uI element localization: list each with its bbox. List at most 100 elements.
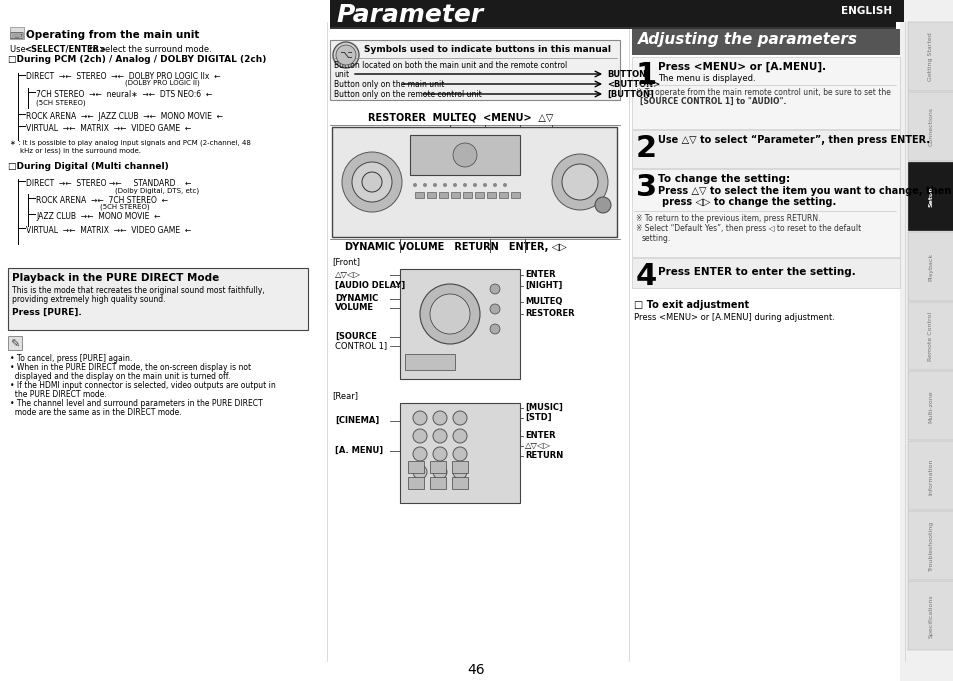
Bar xyxy=(907,371,953,441)
Text: Button only on the remote control unit: Button only on the remote control unit xyxy=(334,90,481,99)
Text: ENTER: ENTER xyxy=(524,270,555,279)
Text: The menu is displayed.: The menu is displayed. xyxy=(658,74,755,83)
Text: Use △▽ to select “Parameter”, then press ENTER.: Use △▽ to select “Parameter”, then press… xyxy=(658,135,929,145)
Text: Button only on the main unit: Button only on the main unit xyxy=(334,80,444,89)
Bar xyxy=(399,269,519,379)
Bar xyxy=(430,477,446,489)
Circle shape xyxy=(433,183,436,187)
Text: Information: Information xyxy=(927,458,933,494)
Text: Parameter: Parameter xyxy=(335,3,483,27)
Text: Use: Use xyxy=(10,45,29,54)
Circle shape xyxy=(490,324,499,334)
Text: [SOURCE: [SOURCE xyxy=(335,332,376,341)
Text: Troubleshooting: Troubleshooting xyxy=(927,521,933,571)
Bar xyxy=(907,441,953,510)
Text: □During Digital (Multi channel): □During Digital (Multi channel) xyxy=(8,162,169,171)
Circle shape xyxy=(561,164,598,200)
Circle shape xyxy=(482,183,486,187)
Text: 3: 3 xyxy=(636,173,657,202)
Text: RESTORER: RESTORER xyxy=(524,309,574,318)
Text: displayed and the display on the main unit is turned off.: displayed and the display on the main un… xyxy=(10,372,230,381)
Circle shape xyxy=(413,447,427,461)
Text: MULTEQ: MULTEQ xyxy=(524,297,561,306)
Circle shape xyxy=(490,304,499,314)
Bar xyxy=(408,461,423,473)
Circle shape xyxy=(335,45,355,65)
Text: ENTER: ENTER xyxy=(524,431,555,440)
Text: ※ Select “Default Yes”, then press ◁ to reset to the default: ※ Select “Default Yes”, then press ◁ to … xyxy=(636,224,861,233)
Text: [CINEMA]: [CINEMA] xyxy=(335,416,379,425)
Text: RETURN: RETURN xyxy=(524,451,562,460)
Text: VOLUME: VOLUME xyxy=(335,303,374,312)
Circle shape xyxy=(490,284,499,294)
Circle shape xyxy=(433,465,447,479)
Text: Adjusting the parameters: Adjusting the parameters xyxy=(638,32,857,47)
Text: ⌨: ⌨ xyxy=(10,31,24,41)
Text: Setup: Setup xyxy=(927,187,933,207)
Circle shape xyxy=(352,162,392,202)
Bar xyxy=(511,192,519,198)
Text: Getting Started: Getting Started xyxy=(927,33,933,81)
Text: Operating from the main unit: Operating from the main unit xyxy=(26,30,199,40)
Text: DIRECT  →←  STEREO →←     STANDARD    ←: DIRECT →← STEREO →← STANDARD ← xyxy=(26,179,192,188)
Bar xyxy=(330,0,895,27)
Text: mode are the same as in the DIRECT mode.: mode are the same as in the DIRECT mode. xyxy=(10,408,181,417)
Text: Press <MENU> or [A.MENU].: Press <MENU> or [A.MENU]. xyxy=(658,62,825,72)
Bar xyxy=(907,22,953,91)
Text: [BUTTON]: [BUTTON] xyxy=(606,90,653,99)
Bar xyxy=(907,511,953,580)
Text: Symbols used to indicate buttons in this manual: Symbols used to indicate buttons in this… xyxy=(364,45,610,54)
Bar xyxy=(415,192,423,198)
Bar xyxy=(8,336,22,350)
Text: (5CH STEREO): (5CH STEREO) xyxy=(36,100,86,106)
Text: VIRTUAL  →←  MATRIX  →←  VIDEO GAME  ←: VIRTUAL →← MATRIX →← VIDEO GAME ← xyxy=(26,124,191,133)
Text: Press △▽ to select the item you want to change, then: Press △▽ to select the item you want to … xyxy=(658,186,950,196)
Text: BUTTON: BUTTON xyxy=(606,70,645,79)
Circle shape xyxy=(462,183,467,187)
Bar xyxy=(430,461,446,473)
Text: VIRTUAL  →←  MATRIX  →←  VIDEO GAME  ←: VIRTUAL →← MATRIX →← VIDEO GAME ← xyxy=(26,226,191,235)
Text: To change the setting:: To change the setting: xyxy=(658,174,789,184)
Text: [NIGHT]: [NIGHT] xyxy=(524,281,561,290)
Bar xyxy=(907,581,953,650)
Text: Playback in the PURE DIRECT Mode: Playback in the PURE DIRECT Mode xyxy=(12,273,219,283)
Text: JAZZ CLUB  →←  MONO MOVIE  ←: JAZZ CLUB →← MONO MOVIE ← xyxy=(36,212,160,221)
Bar xyxy=(452,477,468,489)
Bar xyxy=(631,258,899,288)
Text: [STD]: [STD] xyxy=(524,413,551,422)
Text: Press <MENU> or [A.MENU] during adjustment.: Press <MENU> or [A.MENU] during adjustme… xyxy=(634,313,834,322)
Bar xyxy=(498,192,507,198)
Text: the PURE DIRECT mode.: the PURE DIRECT mode. xyxy=(10,390,107,399)
Bar xyxy=(451,192,459,198)
Bar xyxy=(427,192,436,198)
Text: DIRECT  →←  STEREO  →←  DOLBY PRO LOGIC IIx  ←: DIRECT →← STEREO →← DOLBY PRO LOGIC IIx … xyxy=(26,72,220,81)
Bar xyxy=(438,192,448,198)
Text: □ To exit adjustment: □ To exit adjustment xyxy=(634,300,748,310)
Text: to select the surround mode.: to select the surround mode. xyxy=(87,45,212,54)
Text: ∗ : It is possible to play analog input signals and PCM (2-channel, 48: ∗ : It is possible to play analog input … xyxy=(10,140,251,146)
Text: (DOLBY PRO LOGIC II): (DOLBY PRO LOGIC II) xyxy=(125,80,199,86)
Bar xyxy=(631,57,899,129)
Text: 4: 4 xyxy=(636,262,657,291)
Circle shape xyxy=(430,294,470,334)
Text: <SELECT/ENTER>: <SELECT/ENTER> xyxy=(24,45,106,54)
Circle shape xyxy=(413,465,427,479)
Bar xyxy=(399,403,519,503)
Text: ✎: ✎ xyxy=(10,340,20,350)
Text: kHz or less) in the surround mode.: kHz or less) in the surround mode. xyxy=(20,148,141,155)
Bar xyxy=(10,27,24,39)
Circle shape xyxy=(595,197,610,213)
Text: [AUDIO DELAY]: [AUDIO DELAY] xyxy=(335,281,405,290)
Circle shape xyxy=(413,411,427,425)
Text: ⌥: ⌥ xyxy=(339,50,352,60)
Circle shape xyxy=(453,447,467,461)
Text: [SOURCE CONTROL 1] to "AUDIO".: [SOURCE CONTROL 1] to "AUDIO". xyxy=(639,97,785,106)
Text: ROCK ARENA  →←  7CH STEREO  ←: ROCK ARENA →← 7CH STEREO ← xyxy=(36,196,168,205)
Bar xyxy=(332,127,617,237)
Bar xyxy=(408,477,423,489)
Bar xyxy=(907,92,953,161)
Circle shape xyxy=(453,429,467,443)
Text: This is the mode that recreates the original sound most faithfully,: This is the mode that recreates the orig… xyxy=(12,286,265,295)
Text: CONTROL 1]: CONTROL 1] xyxy=(335,341,387,350)
Bar xyxy=(8,268,308,330)
